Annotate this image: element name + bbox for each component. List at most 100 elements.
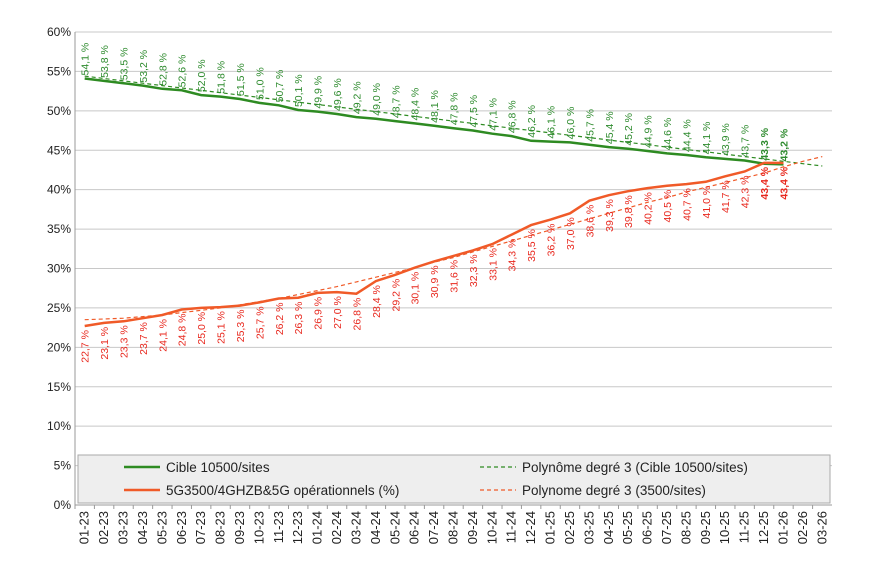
y-tick-label: 10% <box>47 419 71 433</box>
data-label: 44,4 % <box>681 119 693 152</box>
x-tick-label: 07-25 <box>659 511 674 544</box>
y-tick-label: 0% <box>54 498 72 512</box>
data-label: 25,1 % <box>216 311 228 344</box>
x-tick-label: 11-24 <box>504 511 519 543</box>
data-label: 45,4 % <box>604 111 616 144</box>
data-label: 45,7 % <box>584 109 596 142</box>
data-label: 53,5 % <box>119 48 131 81</box>
x-tick-label: 12-23 <box>290 511 305 544</box>
x-tick-label: 08-24 <box>446 511 461 544</box>
x-tick-label: 05-24 <box>387 511 402 544</box>
x-tick-label: 09-23 <box>232 511 247 544</box>
trend-line <box>84 75 823 167</box>
y-tick-label: 40% <box>47 183 71 197</box>
data-label: 37,0 % <box>565 217 577 250</box>
data-label: 46,2 % <box>526 105 538 138</box>
data-label: 45,2 % <box>623 113 635 146</box>
data-label: 54,1 % <box>80 43 92 76</box>
x-tick-label: 12-25 <box>756 511 771 544</box>
data-label: 39,8 % <box>623 195 635 228</box>
data-label: 32,3 % <box>468 254 480 287</box>
x-tick-label: 02-23 <box>96 511 111 544</box>
data-label: 53,2 % <box>138 50 150 83</box>
data-label: 26,9 % <box>313 297 325 330</box>
data-label: 49,0 % <box>371 83 383 116</box>
data-label: 50,1 % <box>293 74 305 107</box>
data-label: 43,4 % <box>759 166 771 199</box>
data-label: 49,2 % <box>351 81 363 114</box>
data-label: 34,3 % <box>507 239 519 272</box>
data-label: 52,0 % <box>196 59 208 92</box>
x-tick-label: 02-24 <box>329 511 344 544</box>
data-label: 41,7 % <box>720 180 732 213</box>
data-label: 51,0 % <box>254 67 266 100</box>
data-label: 51,8 % <box>216 61 228 94</box>
series-line <box>84 77 784 166</box>
x-tick-label: 08-23 <box>213 511 228 544</box>
y-tick-label: 45% <box>47 143 71 157</box>
data-label: 43,3 % <box>759 127 771 160</box>
y-tick-label: 20% <box>47 340 71 354</box>
data-label: 47,8 % <box>449 92 461 125</box>
x-tick-label: 04-25 <box>601 511 616 544</box>
data-label: 44,9 % <box>643 115 655 148</box>
data-label: 44,6 % <box>662 118 674 151</box>
x-tick-label: 07-23 <box>193 511 208 544</box>
y-tick-label: 35% <box>47 222 71 236</box>
x-tick-label: 10-25 <box>717 511 732 544</box>
x-tick-label: 06-24 <box>407 511 422 544</box>
data-label: 47,1 % <box>487 98 499 131</box>
data-label: 31,6 % <box>449 260 461 293</box>
data-label: 24,8 % <box>177 313 189 346</box>
legend <box>77 454 831 504</box>
data-label: 36,2 % <box>546 224 558 257</box>
legend-label: Cible 10500/sites <box>166 460 270 475</box>
x-tick-label: 05-23 <box>154 511 169 544</box>
data-label: 30,1 % <box>410 272 422 305</box>
data-label: 49,6 % <box>332 78 344 111</box>
data-label: 30,9 % <box>429 265 441 298</box>
x-tick-label: 11-23 <box>271 511 286 543</box>
data-label: 22,7 % <box>80 330 92 363</box>
legend-label: Polynome degré 3 (3500/sites) <box>522 483 706 498</box>
x-tick-label: 01-23 <box>77 511 92 544</box>
data-label: 43,2 % <box>778 128 790 161</box>
data-label: 40,5 % <box>662 190 674 223</box>
trend-line <box>84 156 823 321</box>
x-tick-label: 06-25 <box>640 511 655 544</box>
data-label: 48,7 % <box>390 85 402 118</box>
series-line <box>84 161 784 328</box>
x-tick-label: 03-26 <box>814 511 829 544</box>
x-tick-label: 02-25 <box>562 511 577 544</box>
data-label: 44,1 % <box>701 122 713 155</box>
x-tick-label: 04-23 <box>135 511 150 544</box>
data-label: 26,3 % <box>293 302 305 335</box>
data-label: 23,1 % <box>99 327 111 360</box>
data-label: 46,0 % <box>565 107 577 140</box>
x-tick-label: 06-23 <box>174 511 189 544</box>
data-label: 40,2 % <box>643 192 655 225</box>
data-label: 25,0 % <box>196 312 208 345</box>
x-tick-label: 08-25 <box>678 511 693 544</box>
x-tick-label: 11-25 <box>737 511 752 543</box>
x-tick-label: 02-26 <box>795 511 810 544</box>
data-label: 38,6 % <box>584 205 596 238</box>
data-label: 23,3 % <box>119 325 131 358</box>
y-tick-label: 25% <box>47 301 71 315</box>
x-tick-label: 04-24 <box>368 511 383 544</box>
data-label: 47,5 % <box>468 95 480 128</box>
x-tick-label: 03-25 <box>581 511 596 544</box>
x-tick-label: 03-23 <box>116 511 131 544</box>
x-tick-label: 07-24 <box>426 511 441 544</box>
x-tick-label: 03-24 <box>348 511 363 544</box>
data-label: 53,8 % <box>99 45 111 78</box>
legend-label: 5G3500/4GHZB&5G opérationnels (%) <box>166 483 399 498</box>
legend-label: Polynôme degré 3 (Cible 10500/sites) <box>522 460 748 475</box>
data-label: 28,4 % <box>371 285 383 318</box>
data-label: 26,2 % <box>274 302 286 335</box>
data-label: 24,1 % <box>157 319 169 352</box>
data-label: 33,1 % <box>487 248 499 281</box>
data-label: 48,4 % <box>410 88 422 121</box>
data-label: 49,9 % <box>313 76 325 109</box>
